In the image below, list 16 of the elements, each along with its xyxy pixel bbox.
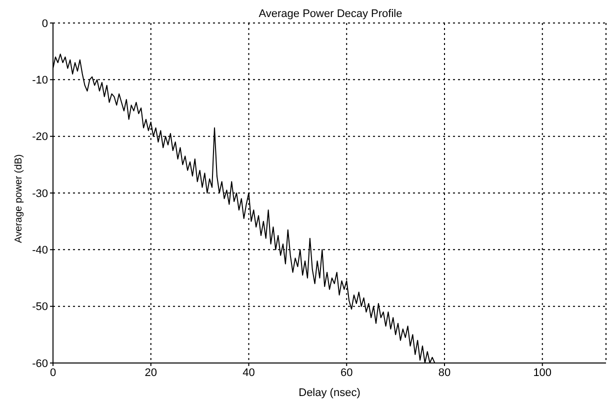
chart-title: Average Power Decay Profile	[258, 8, 404, 20]
x-tick-label: 100	[533, 366, 552, 379]
y-tick-label: 0	[42, 18, 48, 30]
x-tick-label: 40	[242, 366, 255, 379]
x-tick-label: 20	[144, 366, 157, 379]
x-tick-label: 0	[50, 366, 56, 379]
y-tick-label: -10	[32, 74, 48, 87]
y-tick-label: -20	[32, 131, 48, 144]
y-tick-label: -50	[32, 301, 48, 314]
y-tick-label: -30	[32, 188, 48, 200]
x-tick-label: 80	[438, 366, 451, 379]
y-tick-label: -40	[32, 244, 48, 257]
x-axis-title: Delay (nsec)	[298, 387, 360, 399]
y-axis-title: Average power (dB)	[14, 154, 25, 243]
x-tick-label: 60	[340, 366, 353, 379]
y-tick-label: -60	[32, 358, 48, 370]
